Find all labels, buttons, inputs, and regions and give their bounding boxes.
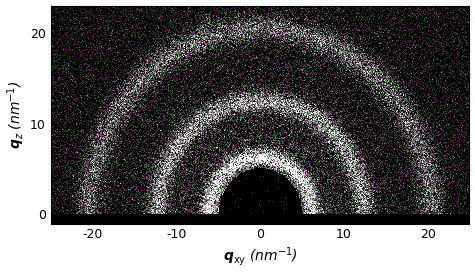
- Y-axis label: $\boldsymbol{q}_{z}$ (nm$^{-1}$): $\boldsymbol{q}_{z}$ (nm$^{-1}$): [6, 80, 27, 149]
- X-axis label: $\boldsymbol{q}_{\mathrm{xy}}$ (nm$^{-1}$): $\boldsymbol{q}_{\mathrm{xy}}$ (nm$^{-1}…: [223, 246, 297, 269]
